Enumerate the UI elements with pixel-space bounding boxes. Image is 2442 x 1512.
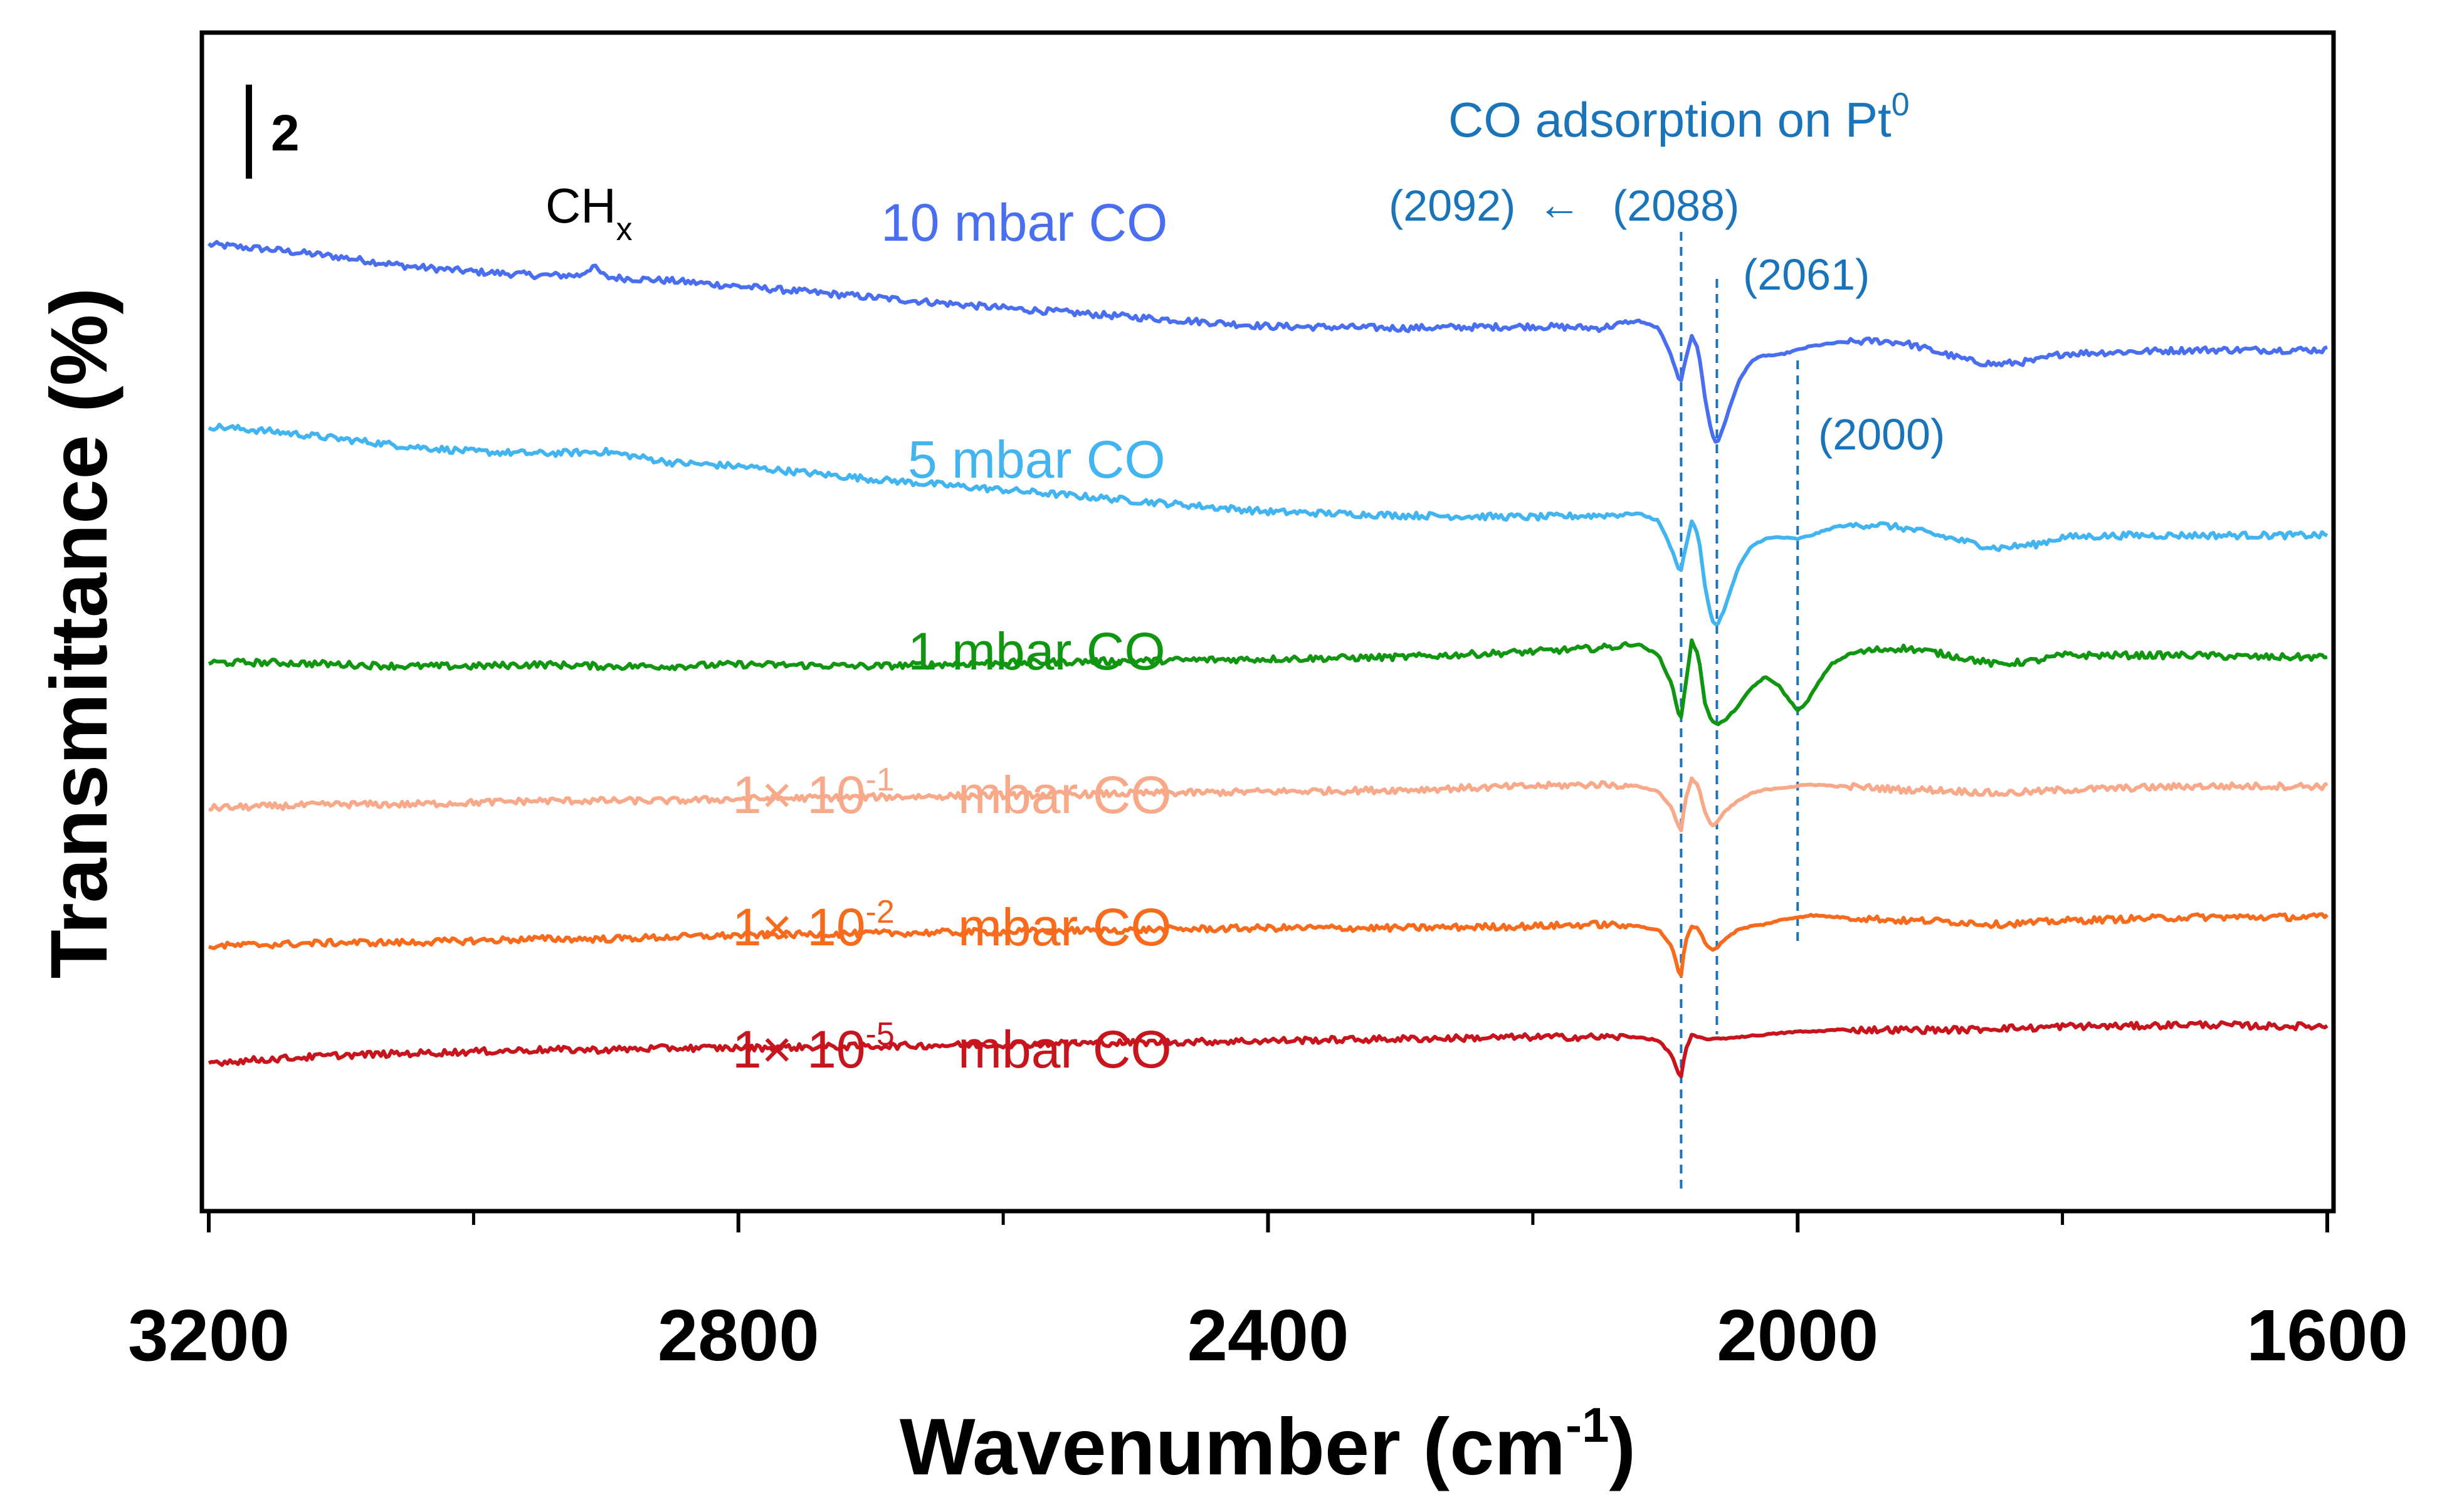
scale-bar-label: 2 xyxy=(271,105,300,162)
series-line-3 xyxy=(208,776,2329,832)
series-line-1 xyxy=(208,423,2329,626)
chx-annotation-base: CH xyxy=(545,178,616,233)
peak-label-2000: (2000) xyxy=(1818,410,1945,459)
peak-label-2088: (2088) xyxy=(1613,181,1739,230)
y-axis-title: Transmittance (%) xyxy=(34,288,124,979)
x-axis-title-superscript: -1 xyxy=(1566,1397,1609,1452)
series-label-1e-1-exponent: -1 xyxy=(866,762,895,798)
series-label-1e-2-unit: mbar CO xyxy=(958,898,1172,957)
series-label-1e-5-base: 1× 10 xyxy=(732,1020,866,1079)
shift-label-2092: (2092) xyxy=(1389,181,1515,230)
peak-marker-lines xyxy=(1680,232,1799,1191)
series-label-1e-2-base: 1× 10 xyxy=(732,898,866,957)
chx-annotation: CHx xyxy=(545,178,633,248)
co-adsorption-annotation: CO adsorption on Pt0 xyxy=(1448,87,1910,147)
series-line-4 xyxy=(208,912,2329,977)
series-line-0 xyxy=(207,239,2328,444)
series-label-1mbar: 1 mbar CO xyxy=(908,622,1166,681)
x-tick-label: 1600 xyxy=(2246,1294,2408,1376)
series-label-1e-1-base: 1× 10 xyxy=(732,765,866,824)
series-label-1e-2-exponent: -2 xyxy=(866,894,895,930)
shift-arrow: ← xyxy=(1537,180,1581,229)
series-label-1e-2mbar: 1× 10-2 mbar CO xyxy=(732,894,1172,957)
x-tick-label: 2000 xyxy=(1717,1294,1878,1376)
x-axis-title-base: Wavenumber (cm xyxy=(900,1402,1566,1492)
series-label-1e-5mbar: 1× 10-5 mbar CO xyxy=(732,1016,1172,1079)
series-line-2 xyxy=(208,638,2328,727)
series-label-1e-1-unit: mbar CO xyxy=(958,765,1172,824)
series-label-1e-5-unit: mbar CO xyxy=(958,1020,1172,1079)
x-axis-ticks: 3200 2800 2400 2000 1600 xyxy=(128,1211,2408,1376)
series-label-1e-5-exponent: -5 xyxy=(866,1016,895,1053)
co-adsorption-annotation-base: CO adsorption on Pt xyxy=(1448,92,1892,147)
spectra-lines xyxy=(207,239,2329,1079)
x-tick-label: 2800 xyxy=(658,1294,819,1376)
co-adsorption-annotation-superscript: 0 xyxy=(1892,87,1910,123)
series-line-5 xyxy=(208,1020,2329,1079)
x-axis-title-end: ) xyxy=(1609,1402,1636,1492)
scale-bar: 2 xyxy=(246,85,300,179)
x-axis-title: Wavenumber (cm-1) xyxy=(900,1397,1636,1492)
x-tick-label: 2400 xyxy=(1187,1294,1349,1376)
series-label-1e-1mbar: 1× 10-1 mbar CO xyxy=(732,762,1172,824)
peak-label-2061: (2061) xyxy=(1743,250,1870,299)
series-label-5mbar: 5 mbar CO xyxy=(908,430,1166,489)
chx-annotation-subscript: x xyxy=(616,211,633,248)
series-label-10mbar: 10 mbar CO xyxy=(881,193,1168,252)
x-tick-label: 3200 xyxy=(128,1294,290,1376)
